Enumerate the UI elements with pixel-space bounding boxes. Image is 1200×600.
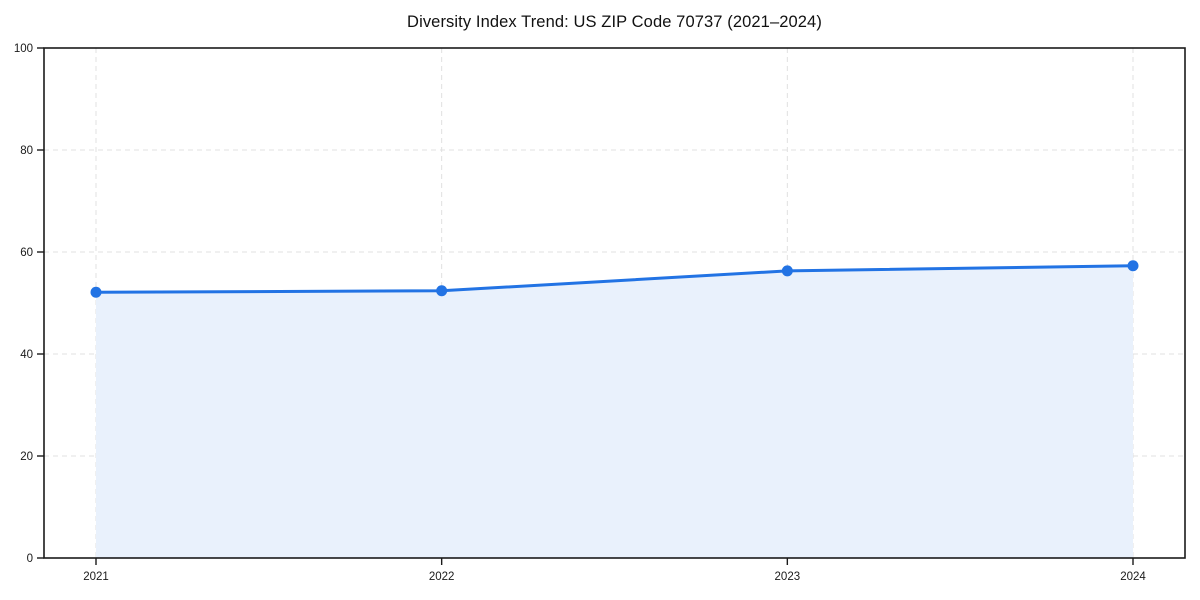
y-tick-label: 100 [14, 43, 33, 55]
data-point-2021 [90, 286, 102, 298]
data-point-2022 [436, 285, 448, 297]
area-fill [96, 265, 1133, 558]
chart-title: Diversity Index Trend: US ZIP Code 70737… [407, 13, 822, 31]
x-tick-label: 2024 [1120, 571, 1146, 583]
data-point-2023 [781, 265, 793, 277]
x-tick-label: 2021 [83, 571, 109, 583]
y-tick-label: 80 [20, 145, 33, 157]
y-tick-label: 20 [20, 451, 33, 463]
y-tick-label: 60 [20, 247, 33, 259]
y-tick-label: 0 [27, 553, 33, 565]
data-point-2024 [1127, 260, 1139, 272]
plot-border [43, 47, 1186, 559]
x-tick-label: 2022 [429, 571, 455, 583]
x-tick-label: 2023 [775, 571, 801, 583]
y-tick-label: 40 [20, 349, 33, 361]
trend-line [94, 264, 1135, 294]
